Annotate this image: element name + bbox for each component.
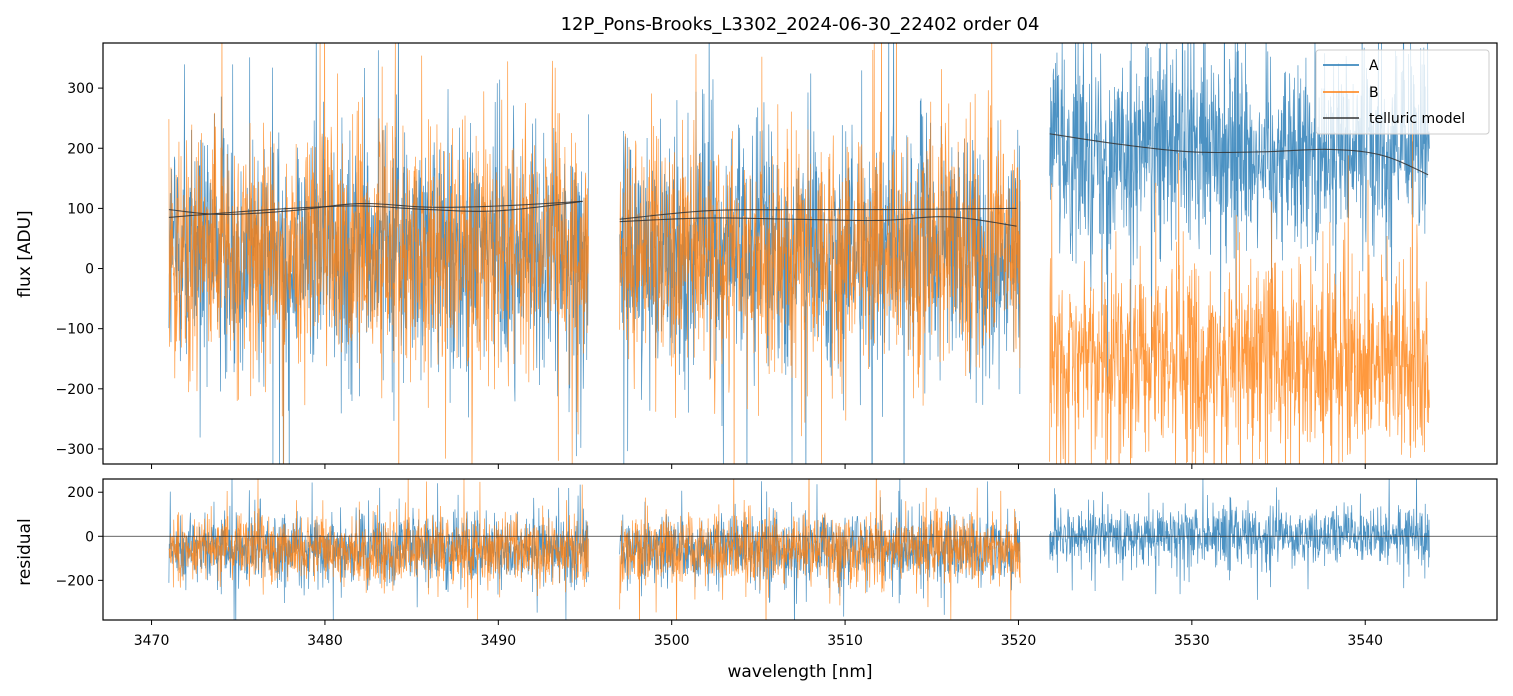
flux-x-ticks <box>151 464 1366 469</box>
residual-panel-frame <box>102 478 1498 621</box>
residual-y-label: residual <box>15 518 35 585</box>
flux-y-tick-label: −100 <box>56 322 94 338</box>
x-tick-label: 3540 <box>1347 633 1383 649</box>
flux-y-tick-label: 100 <box>67 201 94 217</box>
flux-y-label: flux [ADU] <box>15 210 35 297</box>
x-axis-label: wavelength [nm] <box>727 662 872 682</box>
flux-y-ticks: −300 −200 −100 0 100 200 300 <box>56 81 103 458</box>
series-B-residual-segment-1 <box>168 479 589 620</box>
flux-y-tick-label: 200 <box>67 141 94 157</box>
telluric-model-A-segment-3 <box>1049 133 1429 176</box>
chart-title: 12P_Pons-Brooks_L3302_2024-06-30_22402 o… <box>561 14 1040 35</box>
series-B-flux-segment-1 <box>168 43 589 464</box>
x-tick-label: 3480 <box>307 633 343 649</box>
flux-y-tick-label: −300 <box>56 442 94 458</box>
flux-panel-frame <box>102 42 1498 465</box>
x-tick-label: 3490 <box>480 633 516 649</box>
telluric-model-A-segment-1 <box>168 200 583 218</box>
x-tick-label: 3520 <box>1001 633 1037 649</box>
residual-y-tick-label: 200 <box>67 485 94 501</box>
telluric-model-B-segment-1 <box>168 200 583 215</box>
x-tick-label: 3510 <box>827 633 863 649</box>
series-A-flux-segment-3 <box>1049 43 1430 393</box>
series-B-residual-segment-2 <box>619 479 1021 620</box>
series-A-residual-segment-1 <box>168 479 589 620</box>
x-tick-label: 3470 <box>134 633 170 649</box>
legend-label-telluric-model: telluric model <box>1369 111 1465 127</box>
residual-y-tick-label: 0 <box>85 529 94 545</box>
series-A-residual-segment-3 <box>1049 479 1430 600</box>
legend-label-B: B <box>1369 85 1379 101</box>
telluric-model-A-segment-2 <box>619 216 1017 227</box>
residual-y-tick-label: −200 <box>56 573 94 589</box>
series-B-flux-segment-2 <box>619 43 1021 464</box>
legend-box <box>1315 49 1490 135</box>
series-B-flux-segment-3 <box>1049 122 1430 464</box>
residual-panel-data <box>103 479 1497 620</box>
flux-y-tick-label: 300 <box>67 81 94 97</box>
x-tick-label: 3530 <box>1174 633 1210 649</box>
legend: A B telluric model <box>1315 49 1490 135</box>
flux-y-tick-label: −200 <box>56 382 94 398</box>
telluric-model-B-segment-2 <box>619 207 1017 220</box>
residual-x-ticks: 3470 3480 3490 3500 3510 3520 3530 3540 <box>134 620 1383 649</box>
flux-y-tick-label: 0 <box>85 262 94 278</box>
legend-label-A: A <box>1369 58 1379 74</box>
residual-y-ticks: −200 0 200 <box>56 485 103 589</box>
flux-panel-data <box>168 43 1430 464</box>
x-tick-label: 3500 <box>654 633 690 649</box>
